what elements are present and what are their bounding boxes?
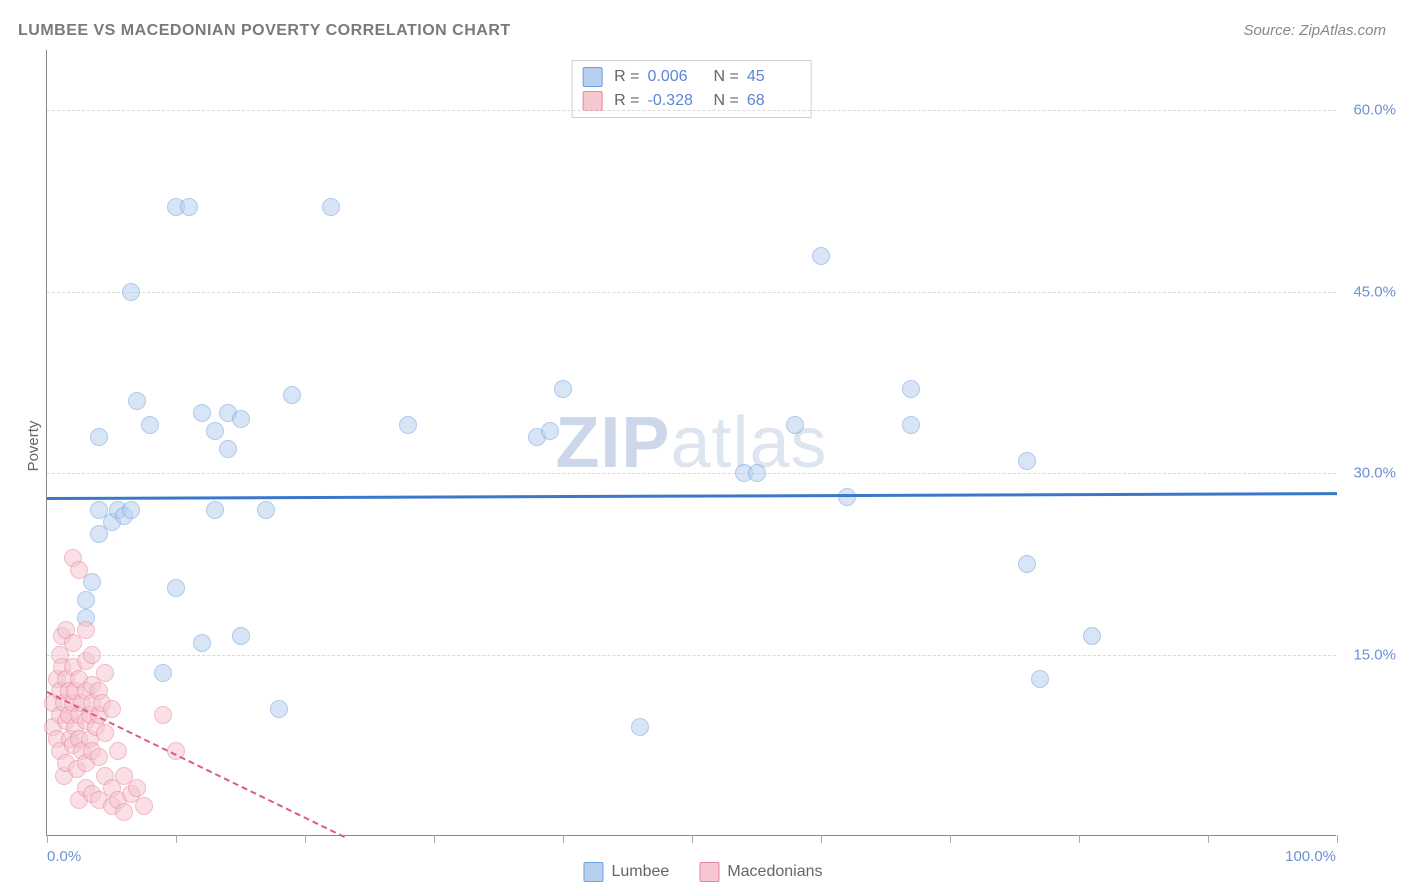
data-point <box>232 410 250 428</box>
x-tick <box>563 835 564 843</box>
x-tick <box>1208 835 1209 843</box>
data-point <box>902 416 920 434</box>
data-point <box>219 440 237 458</box>
y-tick-label: 60.0% <box>1353 102 1396 119</box>
x-tick <box>434 835 435 843</box>
bottom-legend: Lumbee Macedonians <box>584 862 823 882</box>
data-point <box>154 706 172 724</box>
legend-swatch <box>699 862 719 882</box>
chart-title: LUMBEE VS MACEDONIAN POVERTY CORRELATION… <box>18 22 511 40</box>
x-tick <box>1079 835 1080 843</box>
data-point <box>70 561 88 579</box>
data-point <box>135 797 153 815</box>
gridline <box>47 473 1336 474</box>
watermark: ZIPatlas <box>555 402 827 484</box>
stat-legend: R = 0.006 N = 45 R = -0.328 N = 68 <box>571 60 812 118</box>
x-tick-label-max: 100.0% <box>1285 848 1336 865</box>
data-point <box>193 634 211 652</box>
legend-item: Lumbee <box>584 862 670 882</box>
x-tick-label-min: 0.0% <box>47 848 81 865</box>
x-tick <box>821 835 822 843</box>
data-point <box>1018 555 1036 573</box>
x-tick <box>1337 835 1338 843</box>
x-tick <box>176 835 177 843</box>
data-point <box>128 392 146 410</box>
data-point <box>206 501 224 519</box>
data-point <box>270 700 288 718</box>
x-tick <box>305 835 306 843</box>
data-point <box>257 501 275 519</box>
data-point <box>232 627 250 645</box>
data-point <box>283 386 301 404</box>
chart-container: LUMBEE VS MACEDONIAN POVERTY CORRELATION… <box>0 0 1406 892</box>
data-point <box>902 380 920 398</box>
source-label: Source: ZipAtlas.com <box>1243 22 1386 39</box>
data-point <box>90 428 108 446</box>
data-point <box>109 742 127 760</box>
y-tick-label: 15.0% <box>1353 646 1396 663</box>
legend-label: Lumbee <box>612 863 670 881</box>
data-point <box>83 646 101 664</box>
gridline <box>47 655 1336 656</box>
data-point <box>167 579 185 597</box>
data-point <box>180 198 198 216</box>
y-tick-label: 30.0% <box>1353 465 1396 482</box>
gridline <box>47 110 1336 111</box>
data-point <box>122 501 140 519</box>
legend-swatch <box>584 862 604 882</box>
data-point <box>206 422 224 440</box>
data-point <box>322 198 340 216</box>
data-point <box>1018 452 1036 470</box>
trend-line <box>47 493 1337 501</box>
data-point <box>399 416 417 434</box>
gridline <box>47 292 1336 293</box>
data-point <box>838 488 856 506</box>
data-point <box>90 748 108 766</box>
data-point <box>541 422 559 440</box>
x-tick <box>47 835 48 843</box>
data-point <box>631 718 649 736</box>
data-point <box>115 803 133 821</box>
stat-row-lumbee: R = 0.006 N = 45 <box>582 67 801 87</box>
data-point <box>90 525 108 543</box>
data-point <box>1031 670 1049 688</box>
plot-area: ZIPatlas R = 0.006 N = 45 R = -0.328 N =… <box>46 50 1336 836</box>
data-point <box>122 283 140 301</box>
data-point <box>748 464 766 482</box>
legend-label: Macedonians <box>727 863 822 881</box>
swatch-lumbee <box>582 67 602 87</box>
data-point <box>1083 627 1101 645</box>
data-point <box>554 380 572 398</box>
data-point <box>128 779 146 797</box>
data-point <box>193 404 211 422</box>
data-point <box>96 664 114 682</box>
x-tick <box>950 835 951 843</box>
data-point <box>154 664 172 682</box>
data-point <box>77 621 95 639</box>
stat-row-macedonians: R = -0.328 N = 68 <box>582 91 801 111</box>
data-point <box>77 591 95 609</box>
data-point <box>786 416 804 434</box>
y-axis-label: Poverty <box>25 421 42 472</box>
swatch-macedonians <box>582 91 602 111</box>
data-point <box>141 416 159 434</box>
data-point <box>103 700 121 718</box>
data-point <box>812 247 830 265</box>
y-tick-label: 45.0% <box>1353 283 1396 300</box>
legend-item: Macedonians <box>699 862 822 882</box>
x-tick <box>692 835 693 843</box>
data-point <box>96 724 114 742</box>
